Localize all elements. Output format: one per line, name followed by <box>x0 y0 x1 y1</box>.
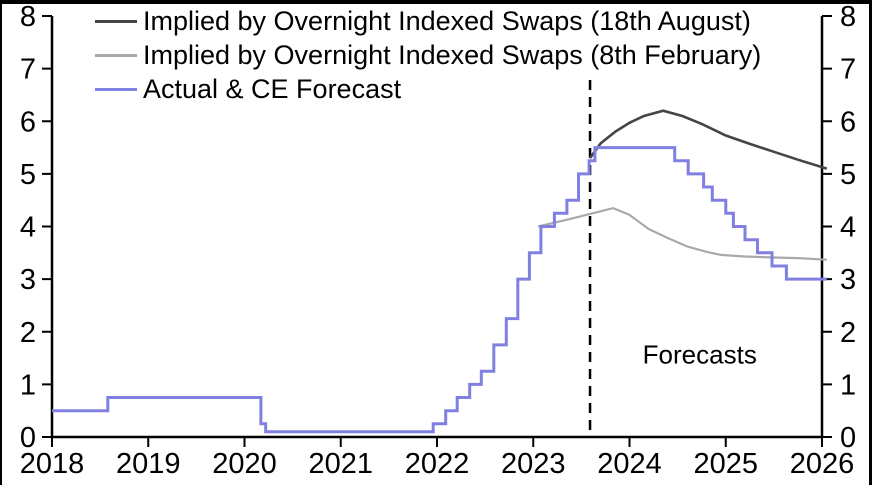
legend-label-ois-18-august: Implied by Overnight Indexed Swaps (18th… <box>143 6 751 36</box>
legend-label-actual-ce-forecast: Actual & CE Forecast <box>143 74 402 104</box>
x-tick-label: 2020 <box>212 448 277 480</box>
y-tick-label-right: 4 <box>840 212 856 244</box>
y-tick-label-left: 3 <box>20 264 36 296</box>
x-tick-label: 2018 <box>20 448 85 480</box>
legend-swatch-ois-8-february <box>95 53 137 57</box>
forecasts-annotation: Forecasts <box>642 339 757 370</box>
y-tick-label-right: 1 <box>840 369 856 401</box>
legend-swatch-actual-ce-forecast <box>95 87 137 91</box>
y-tick-label-left: 0 <box>20 422 36 454</box>
legend-item-ois-8-february: Implied by Overnight Indexed Swaps (8th … <box>95 38 761 72</box>
legend: Implied by Overnight Indexed Swaps (18th… <box>95 4 761 106</box>
x-tick-label: 2025 <box>693 448 758 480</box>
x-tick-label: 2023 <box>501 448 566 480</box>
y-tick-label-right: 3 <box>840 264 856 296</box>
x-tick-label: 2022 <box>405 448 470 480</box>
x-tick-label: 2024 <box>597 448 662 480</box>
y-tick-label-left: 1 <box>20 369 36 401</box>
y-tick-label-right: 0 <box>840 422 856 454</box>
y-tick-label-right: 7 <box>840 54 856 86</box>
y-tick-label-left: 7 <box>20 54 36 86</box>
legend-item-ois-18-august: Implied by Overnight Indexed Swaps (18th… <box>95 4 761 38</box>
x-tick-label: 2019 <box>116 448 181 480</box>
y-tick-label-left: 5 <box>20 159 36 191</box>
y-tick-label-left: 6 <box>20 106 36 138</box>
y-tick-label-right: 6 <box>840 106 856 138</box>
legend-label-ois-8-february: Implied by Overnight Indexed Swaps (8th … <box>143 40 762 70</box>
legend-swatch-ois-18-august <box>95 19 137 23</box>
x-tick-label: 2021 <box>308 448 373 480</box>
y-tick-label-right: 5 <box>840 159 856 191</box>
ois-18-august-line <box>588 109 828 170</box>
y-tick-label-left: 4 <box>20 212 36 244</box>
actual-ce-forecast-line <box>52 146 827 434</box>
y-tick-label-left: 2 <box>20 317 36 349</box>
y-tick-label-left: 8 <box>20 1 36 33</box>
ois-8-february-line <box>537 206 827 261</box>
y-tick-label-right: 8 <box>840 1 856 33</box>
legend-item-actual-ce-forecast: Actual & CE Forecast <box>95 72 761 106</box>
x-tick-label: 2026 <box>790 448 855 480</box>
y-tick-label-right: 2 <box>840 317 856 349</box>
